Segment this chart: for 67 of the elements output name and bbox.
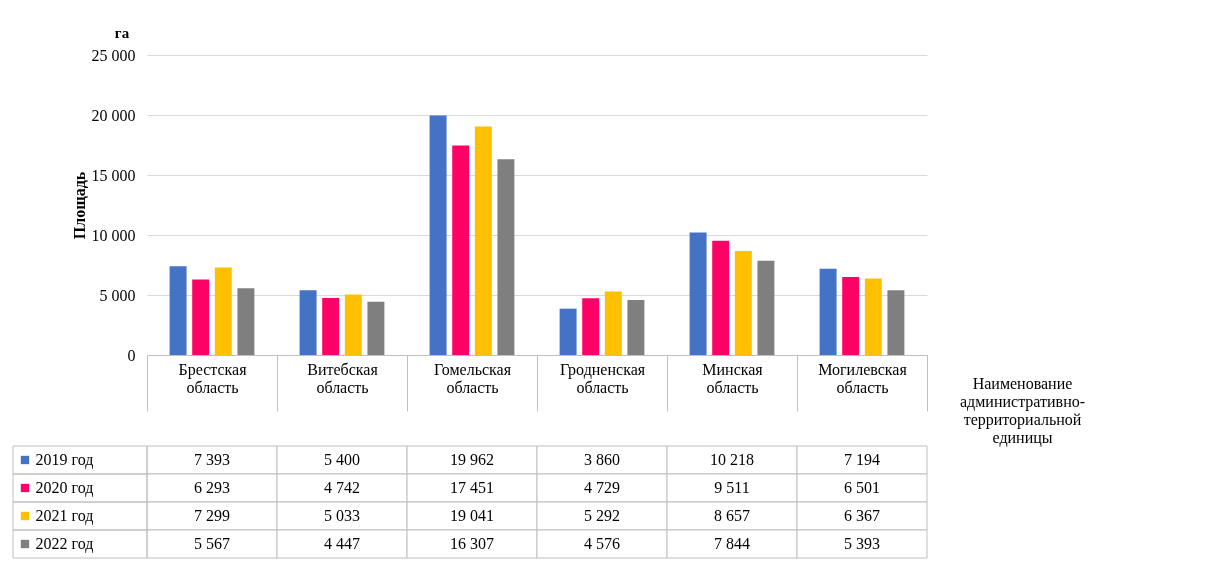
data-label: 5 393	[844, 535, 880, 552]
data-label: 6 293	[194, 479, 230, 496]
data-label: 5 292	[584, 507, 620, 524]
bar	[237, 288, 255, 355]
legend-label: 2021 год	[35, 507, 94, 525]
bar	[344, 294, 362, 355]
data-label: 5 400	[324, 451, 360, 468]
data-label: 5 033	[324, 507, 360, 524]
data-label: 5 567	[194, 535, 230, 552]
bar	[169, 266, 187, 355]
data-label: 4 447	[324, 535, 360, 552]
bar	[734, 251, 752, 355]
x-tick-label: Гомельская область	[433, 360, 512, 396]
bar	[864, 278, 882, 355]
x-axis-title: Наименование административно-территориальной единицы	[959, 374, 1086, 447]
data-label: 6 367	[844, 507, 880, 524]
data-label: 17 451	[450, 479, 494, 496]
y-tick-label: 15 000	[91, 166, 136, 184]
bar	[367, 301, 385, 355]
data-label: 4 576	[584, 535, 620, 552]
data-label: 7 393	[194, 451, 230, 468]
legend-label: 2019 год	[35, 451, 94, 469]
bar	[689, 232, 707, 355]
data-label: 19 041	[450, 507, 494, 524]
bar	[429, 115, 447, 355]
data-label: 10 218	[710, 451, 754, 468]
data-label: 7 299	[194, 507, 230, 524]
x-tick-label: Могилевская область	[818, 360, 908, 396]
bar	[582, 298, 600, 355]
legend-label: 2022 год	[35, 535, 94, 553]
x-tick-label: Витебская область	[307, 360, 379, 396]
data-label: 6 501	[844, 479, 880, 496]
bar	[887, 290, 905, 355]
x-tick-label: Брестская область	[178, 360, 248, 396]
bar	[604, 291, 622, 355]
x-tick-label: Гродненская область	[559, 360, 646, 396]
legend-label: 2020 год	[35, 479, 94, 497]
data-label: 9 511	[714, 479, 750, 496]
bar	[559, 308, 577, 355]
bar	[192, 279, 210, 355]
data-label: 4 742	[324, 479, 360, 496]
y-tick-label: 10 000	[91, 226, 136, 244]
data-label: 3 860	[584, 451, 620, 468]
data-label: 8 657	[714, 507, 750, 524]
data-label: 16 307	[450, 535, 494, 552]
bar	[322, 298, 340, 355]
bar	[452, 145, 470, 355]
data-label: 7 194	[844, 451, 880, 468]
bar	[497, 159, 515, 355]
text: га	[114, 25, 130, 41]
data-label: 19 962	[450, 451, 494, 468]
y-tick-label: 20 000	[91, 106, 136, 124]
x-tick-label: Минская область	[702, 360, 764, 396]
y-axis-title: Площадь	[70, 171, 88, 240]
bar	[214, 267, 232, 355]
data-label: 7 844	[714, 535, 750, 552]
bar	[627, 300, 645, 355]
bar	[842, 276, 860, 355]
bar	[299, 290, 317, 355]
data-label: 4 729	[584, 479, 620, 496]
bar	[757, 260, 775, 355]
y-tick-label: 5 000	[99, 286, 136, 304]
bar	[474, 126, 492, 355]
y-tick-label: 0	[127, 346, 136, 364]
bar	[712, 240, 730, 355]
y-tick-label: 25 000	[91, 46, 136, 64]
bar	[819, 268, 837, 355]
